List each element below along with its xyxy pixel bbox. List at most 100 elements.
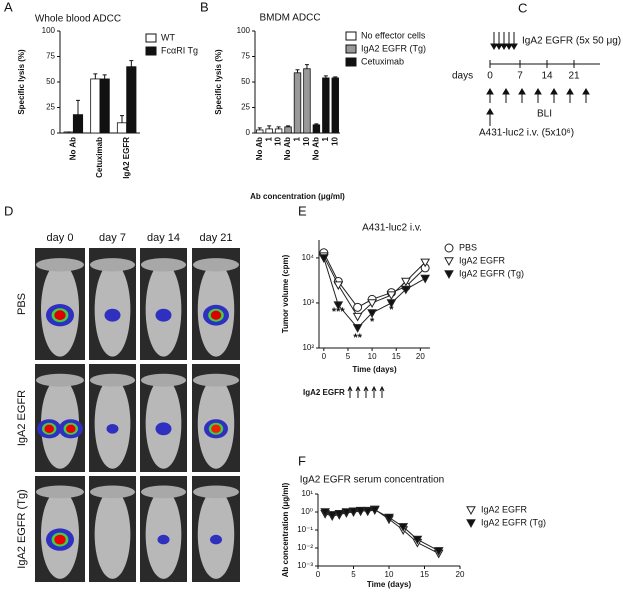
mouse-body <box>94 378 131 469</box>
y-tick-label: 25 <box>241 103 250 112</box>
legend-label: No effector cells <box>361 30 426 40</box>
x-tick-label: 15 <box>420 570 429 579</box>
dose-arrow <box>347 385 353 398</box>
mouse-arm <box>36 373 84 387</box>
dose-arrow <box>363 385 369 398</box>
x-tick-label: 15 <box>392 352 401 361</box>
mouse-body <box>197 489 235 579</box>
mouse-arm <box>192 258 240 272</box>
marker <box>327 511 338 520</box>
error-bar <box>323 75 328 78</box>
mouse-body <box>41 378 79 469</box>
x-tick-label: 20 <box>456 570 465 579</box>
legend-swatch <box>345 44 357 54</box>
y-tick-label: 10³ <box>302 298 314 307</box>
image-grid: day 0 day 7 day 14 day 21 PBS IgA2 EGFR IgA2 E… <box>16 232 240 582</box>
error-bar <box>286 125 291 127</box>
injection-label: A431-luc2 i.v. (5x10⁶) <box>479 128 574 139</box>
legend-swatch <box>345 57 357 67</box>
y-tick-label: 10⁴ <box>302 253 315 262</box>
legend-label: WT <box>161 32 175 42</box>
marker <box>318 254 329 263</box>
day-label: 7 <box>517 71 523 82</box>
treatment-label: IgA2 EGFR <box>303 388 345 397</box>
bar <box>293 72 302 134</box>
marker <box>353 302 363 312</box>
y-tick-label: 10⁻³ <box>297 561 313 570</box>
signal <box>210 534 222 545</box>
legend-marker <box>444 270 454 280</box>
x-tick-label: 5 <box>346 352 351 361</box>
y-tick-label: 10⁻¹ <box>297 525 313 534</box>
signal <box>66 424 76 433</box>
x-tick-label: 1 <box>321 136 330 141</box>
day-label: 14 <box>541 71 553 82</box>
error-bar <box>257 127 262 130</box>
annotation: *** <box>332 306 346 318</box>
mouse-arm <box>89 258 136 272</box>
signal <box>210 310 222 320</box>
bli-arrows <box>486 88 590 126</box>
dose-arrow <box>355 385 361 398</box>
marker <box>386 291 397 301</box>
marker <box>341 508 352 518</box>
row-label: IgA2 EGFR <box>16 390 28 446</box>
x-tick-label: IgA2 EGFR <box>122 137 131 179</box>
marker <box>320 508 330 518</box>
error-bar <box>93 73 98 79</box>
y-tick-label: 10² <box>302 343 314 352</box>
marker <box>420 274 431 284</box>
legend-label: IgA2 EGFR (Tg) <box>481 517 546 527</box>
bar <box>312 124 321 134</box>
panel-letter: C <box>518 0 527 15</box>
y-tick-label: 0 <box>51 128 56 137</box>
marker <box>334 510 345 519</box>
error-bar <box>295 69 300 73</box>
mouse-arm <box>140 258 187 272</box>
x-tick-label: 10 <box>302 136 311 145</box>
legend-label: PBS <box>459 242 477 252</box>
legend-label: IgA2 EGFR (Tg) <box>459 268 524 278</box>
panel-letter: B <box>200 0 209 14</box>
x-tick-label: 1 <box>264 136 273 141</box>
bar <box>265 128 273 134</box>
legend-swatch <box>345 31 357 41</box>
mouse-arm <box>89 485 136 499</box>
panel-letter: F <box>298 453 306 468</box>
row-label: PBS <box>16 293 28 315</box>
mouse-body <box>145 489 182 579</box>
signal <box>157 534 170 545</box>
y-tick-label: 10⁰ <box>301 507 313 516</box>
bar <box>116 122 128 134</box>
marker <box>352 312 363 322</box>
dosing-label: IgA2 EGFR (5x 50 μg) <box>522 36 621 47</box>
x-tick-label: 10 <box>368 352 377 361</box>
bar <box>90 78 101 134</box>
dose-arrow <box>379 385 385 398</box>
dose-arrows <box>490 32 518 50</box>
y-axis-title: Ab concentration (μg/ml) <box>281 482 290 577</box>
bar <box>284 126 292 134</box>
error-bar <box>267 125 272 129</box>
signal <box>54 534 66 545</box>
legend-marker <box>466 506 476 516</box>
x-tick-label: 0 <box>322 352 327 361</box>
x-tick-label: 1 <box>293 136 302 141</box>
bar <box>126 66 137 134</box>
bar <box>322 77 330 134</box>
legend-marker <box>444 257 454 267</box>
y-axis-title: Specific lysis (%) <box>214 49 223 115</box>
panel-letter: D <box>4 203 13 218</box>
bar <box>72 114 84 134</box>
mouse-arm <box>140 373 187 387</box>
marker <box>420 258 431 268</box>
day-label: 21 <box>568 71 580 82</box>
marker <box>386 299 397 308</box>
signal <box>44 424 54 433</box>
x-axis-title: Time (days) <box>352 365 397 374</box>
bar <box>303 68 311 134</box>
y-tick-label: 75 <box>46 52 55 61</box>
row-label: IgA2 EGFR (Tg) <box>16 489 28 568</box>
legend-label: FcαRI Tg <box>161 45 198 55</box>
